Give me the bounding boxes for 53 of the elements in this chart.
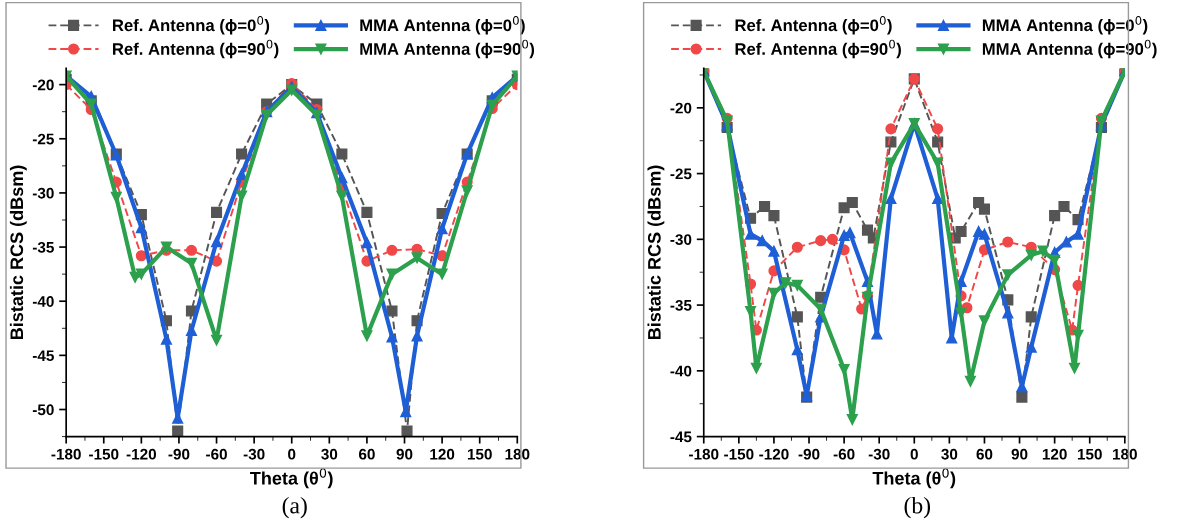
- x-tick-label: -90: [798, 448, 820, 460]
- y-tick-label: -25: [32, 133, 54, 145]
- x-tick-label: -180: [689, 448, 719, 460]
- text: (a): [282, 496, 307, 519]
- y-tick-label: -30: [670, 234, 692, 246]
- y-tick-label: -20: [670, 102, 692, 114]
- x-axis-title: Theta (θ$^{0}$): [250, 468, 333, 489]
- y-tick-label: -45: [32, 350, 54, 362]
- text: (b): [904, 496, 931, 519]
- y-tick-label: -45: [670, 431, 692, 443]
- x-tick-label: -120: [759, 448, 789, 460]
- x-axis-title: Theta (θ$^{0}$): [872, 468, 956, 489]
- legend-label: MMA Antenna (ϕ=90$^{0}$): [982, 39, 1157, 59]
- y-tick-label: -50: [32, 404, 54, 416]
- x-tick-label: 60: [358, 448, 375, 460]
- legend-label: Ref. Antenna (ϕ=0$^{0}$): [113, 16, 270, 35]
- legend-label: Ref. Antenna (ϕ=90$^{0}$): [735, 39, 901, 59]
- x-tick-label: -150: [724, 448, 754, 460]
- legend-label: MMA Antenna (ϕ=90$^{0}$): [360, 39, 535, 59]
- x-tick-label: 150: [1077, 448, 1102, 460]
- x-tick-label: 180: [505, 448, 530, 460]
- x-tick-label: -60: [833, 448, 855, 460]
- x-tick-label: 0: [288, 448, 296, 460]
- x-tick-label: 150: [467, 448, 492, 460]
- y-tick-label: -40: [32, 296, 54, 307]
- x-tick-label: -60: [206, 448, 227, 460]
- x-tick-label: -180: [51, 448, 81, 460]
- y-tick-label: -35: [32, 241, 54, 253]
- x-tick-label: 90: [1011, 448, 1028, 460]
- y-tick-label: -35: [670, 299, 692, 311]
- legend-label: MMA Antenna (ϕ=0$^{0}$): [360, 16, 525, 35]
- x-tick-label: -30: [868, 448, 890, 460]
- x-tick-label: -30: [243, 448, 265, 460]
- legend-label: Ref. Antenna (ϕ=90$^{0}$): [113, 39, 279, 59]
- legend-label: MMA Antenna (ϕ=0$^{0}$): [982, 16, 1148, 35]
- x-tick-label: -150: [89, 448, 119, 460]
- x-tick-label: -120: [126, 448, 157, 460]
- y-axis-title: Bistatic RCS (dBsm): [9, 165, 27, 340]
- y-tick-label: -25: [670, 168, 692, 180]
- x-tick-label: 120: [430, 448, 455, 460]
- x-tick-label: 60: [976, 448, 993, 460]
- x-tick-label: 30: [941, 448, 958, 460]
- y-tick-label: -20: [32, 79, 54, 91]
- y-tick-label: -40: [670, 365, 692, 377]
- x-tick-label: 90: [396, 448, 413, 460]
- x-tick-label: 0: [910, 448, 918, 460]
- y-tick-label: -30: [32, 187, 54, 199]
- y-axis-title: Bistatic RCS (dBsm): [647, 165, 665, 340]
- x-tick-label: -90: [168, 448, 190, 460]
- legend-label: Ref. Antenna (ϕ=0$^{0}$): [735, 16, 892, 35]
- x-tick-label: 120: [1042, 448, 1067, 460]
- x-tick-label: 30: [321, 448, 338, 460]
- x-tick-label: 180: [1113, 448, 1137, 460]
